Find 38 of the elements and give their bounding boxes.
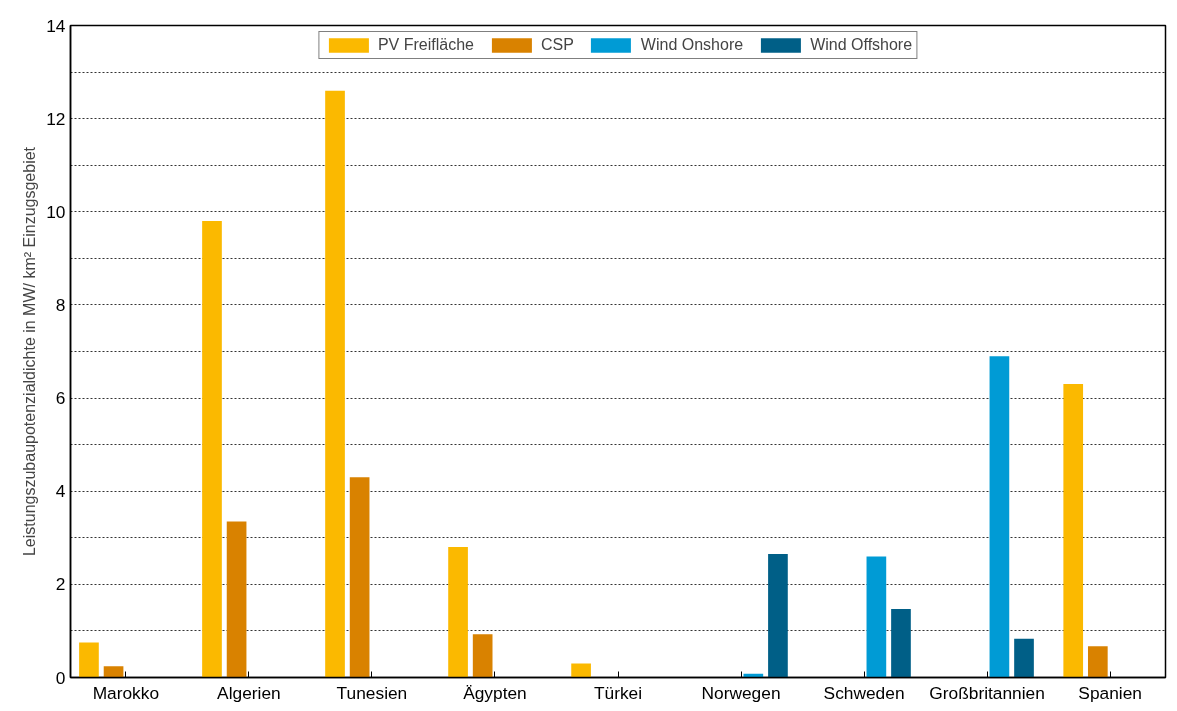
bar (226, 521, 247, 678)
y-axis-title: Leistungszubaupotenzialdichte in MW/ km² Einzugsgebiet (21, 146, 39, 557)
bar (989, 356, 1010, 678)
x-tick-label: Spanien (1078, 682, 1142, 703)
legend-label: CSP (540, 36, 574, 54)
bar (103, 666, 124, 678)
bar (448, 547, 468, 678)
bar (472, 634, 493, 678)
y-tick-label: 2 (55, 574, 66, 595)
bar (1087, 646, 1108, 678)
x-tick-label: Algerien (217, 682, 281, 703)
x-tick-label: Norwegen (701, 682, 781, 703)
bar (768, 554, 788, 678)
x-tick-label: Türkei (593, 682, 643, 703)
y-tick-label: 4 (55, 481, 66, 502)
y-tick-label: 8 (55, 294, 66, 315)
bar (1063, 384, 1084, 678)
legend-label: PV Freifläche (377, 36, 474, 54)
bar (325, 90, 345, 678)
bar (349, 477, 370, 678)
x-tick-label: Ägypten (463, 682, 527, 703)
legend-label: Wind Onshore (640, 36, 744, 54)
bar (571, 663, 591, 678)
y-tick-label: 14 (46, 15, 66, 36)
y-tick-label: 0 (55, 667, 66, 688)
x-tick-label: Tunesien (336, 682, 408, 703)
bar (202, 221, 222, 678)
x-tick-label: Marokko (92, 682, 160, 703)
x-tick-label: Schweden (823, 682, 905, 703)
y-tick-label: 12 (46, 108, 66, 129)
bar (866, 556, 887, 678)
y-tick-label: 10 (46, 201, 66, 222)
bar (891, 609, 911, 678)
bar (1014, 638, 1034, 678)
x-tick-label: Großbritannien (929, 682, 1045, 703)
legend-label: Wind Offshore (810, 36, 913, 54)
bar (79, 642, 99, 678)
y-tick-label: 6 (55, 388, 66, 409)
